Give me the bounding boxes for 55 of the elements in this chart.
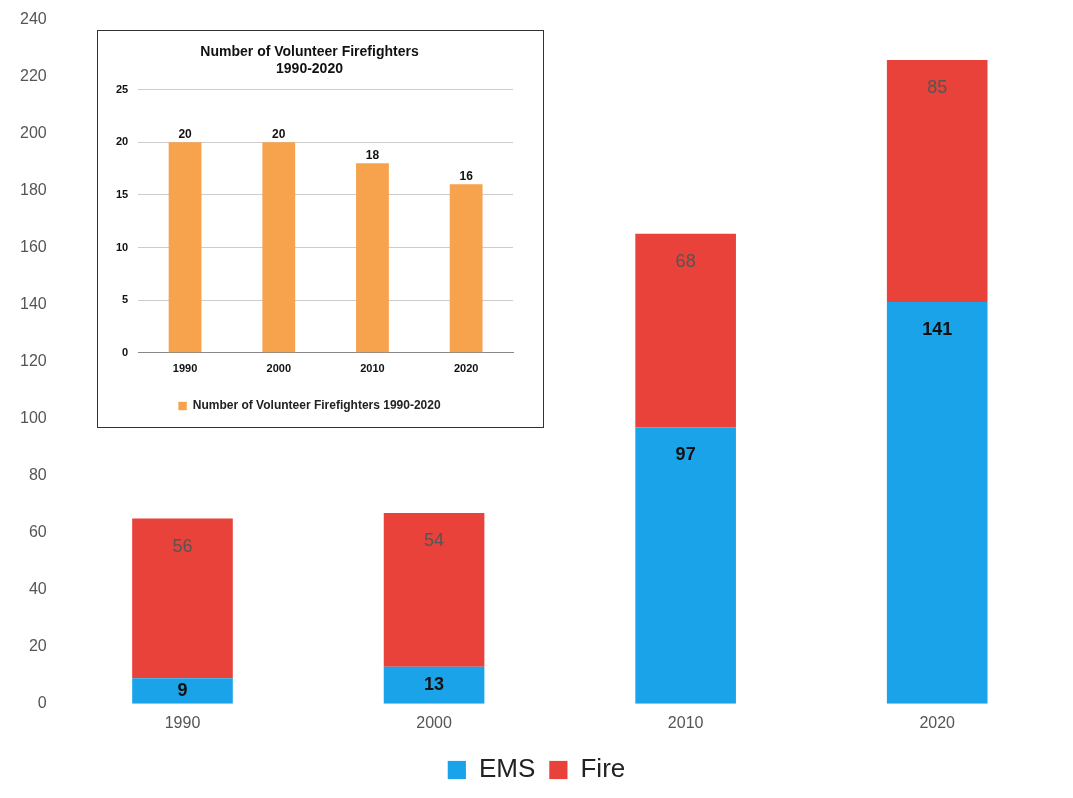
legend-label: Number of Volunteer Firefighters 1990-2020 [192,398,441,413]
y-tick-label: 20 [28,637,47,655]
data-label: 85 [927,76,948,97]
data-label: 18 [365,147,380,162]
y-tick-label: 60 [28,523,47,541]
bar [635,427,736,704]
bar [383,512,485,667]
legend-label: Fire [580,753,626,784]
y-tick-label: 5 [122,293,129,306]
y-tick-label: 160 [19,238,47,256]
y-tick-label: 40 [28,580,47,598]
bar [168,142,202,353]
legend-label: EMS [478,753,536,784]
x-tick-label: 2020 [919,713,956,731]
bar [132,678,233,704]
x-tick-label: 2020 [453,362,479,375]
bar [886,59,988,303]
y-tick-label: 15 [115,187,129,200]
y-tick-label: 120 [19,352,47,370]
x-tick-label: 1990 [172,362,198,375]
data-label: 56 [172,535,193,556]
bar [635,233,736,428]
data-label: 68 [675,250,696,271]
y-tick-label: 10 [115,240,129,253]
data-label: 97 [675,444,696,465]
y-tick-label: 180 [19,181,47,199]
data-label: 141 [922,319,953,340]
bar [356,163,389,353]
bar [449,184,483,353]
y-tick-label: 220 [19,67,47,85]
x-tick-label: 2010 [667,713,704,731]
x-tick-label: 2000 [266,362,292,375]
bar [886,302,988,704]
x-tick-label: 2010 [360,362,385,375]
y-tick-label: 140 [19,295,47,313]
y-tick-label: 0 [122,345,129,358]
y-tick-label: 80 [28,466,47,484]
x-tick-label: 1990 [164,713,201,731]
bar [383,666,485,704]
chart-title: Number of Volunteer Firefighters 1990-2020 [200,43,419,77]
y-tick-label: 200 [19,124,47,142]
y-tick-label: 240 [19,10,47,28]
bar [132,518,233,679]
data-label: 20 [272,126,286,141]
bar [262,142,296,353]
x-tick-label: 2000 [416,713,452,731]
data-label: 20 [178,126,193,141]
y-tick-label: 25 [115,82,129,95]
y-tick-label: 0 [37,694,47,712]
data-label: 16 [459,168,474,183]
y-tick-label: 20 [115,135,129,148]
data-label: 9 [177,679,188,700]
data-label: 54 [424,529,445,550]
y-tick-label: 100 [19,409,47,427]
data-label: 13 [424,674,445,695]
